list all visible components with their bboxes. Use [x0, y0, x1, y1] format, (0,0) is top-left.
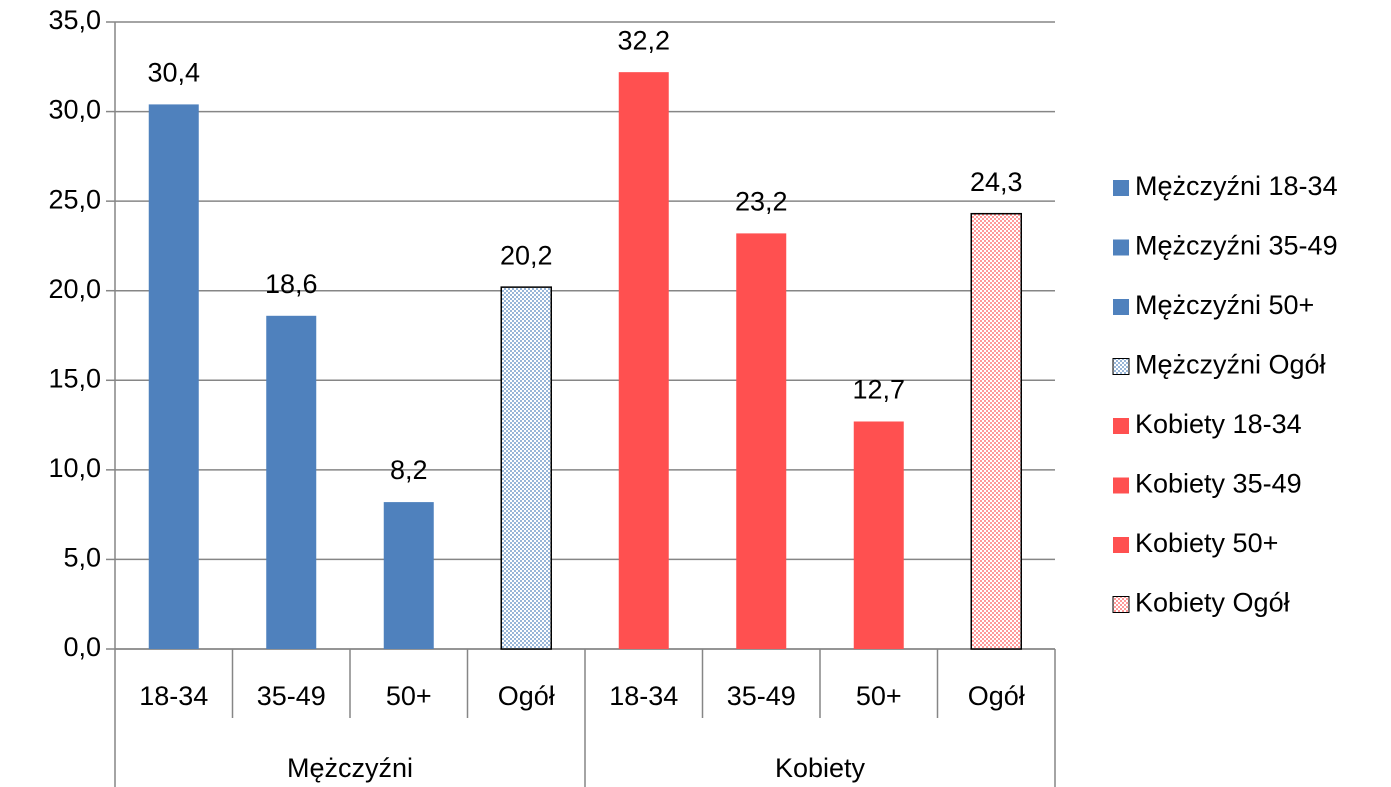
- data-label: 30,4: [147, 58, 200, 88]
- x-tick-label: 18-34: [609, 681, 678, 711]
- legend-label: Mężczyźni Ogół: [1135, 350, 1326, 380]
- legend-label: Kobiety 18-34: [1135, 409, 1302, 439]
- bar: [266, 315, 317, 649]
- data-label: 20,2: [500, 240, 553, 270]
- y-tick-label: 15,0: [48, 363, 101, 393]
- x-tick-label: 50+: [856, 681, 902, 711]
- legend-swatch: [1112, 596, 1130, 613]
- x-tick-label: Ogół: [498, 681, 555, 711]
- group-label: Kobiety: [775, 753, 866, 783]
- x-tick-label: Ogół: [968, 681, 1025, 711]
- legend-label: Mężczyźni 50+: [1135, 290, 1314, 320]
- y-tick-label: 0,0: [63, 632, 101, 662]
- data-label: 18,6: [265, 269, 318, 299]
- legend-label: Mężczyźni 35-49: [1135, 231, 1338, 261]
- data-label: 24,3: [970, 167, 1023, 197]
- legend-swatch: [1113, 477, 1129, 494]
- legend-swatch: [1113, 537, 1129, 553]
- legend-label: Kobiety Ogół: [1135, 588, 1290, 618]
- bar: [853, 421, 904, 649]
- data-label: 32,2: [617, 25, 670, 55]
- bar: [383, 502, 434, 649]
- legend-swatch: [1113, 180, 1129, 196]
- legend-swatch: [1113, 239, 1129, 256]
- y-tick-label: 10,0: [48, 453, 101, 483]
- bar: [970, 212, 1022, 650]
- bar: [500, 286, 552, 650]
- y-tick-label: 25,0: [48, 184, 101, 214]
- legend-swatch: [1113, 418, 1129, 434]
- x-tick-label: 50+: [386, 681, 432, 711]
- x-tick-label: 35-49: [257, 681, 326, 711]
- bar: [148, 104, 199, 650]
- x-tick-label: 35-49: [727, 681, 796, 711]
- legend-label: Kobiety 35-49: [1135, 469, 1302, 499]
- group-label: Mężczyźni: [287, 753, 413, 783]
- legend-label: Kobiety 50+: [1135, 528, 1278, 558]
- bar: [736, 233, 787, 650]
- y-tick-label: 35,0: [48, 5, 101, 35]
- legend-label: Mężczyźni 18-34: [1135, 171, 1338, 201]
- legend-swatch: [1113, 299, 1129, 315]
- y-tick-label: 5,0: [63, 543, 101, 573]
- legend-swatch: [1112, 358, 1130, 375]
- y-tick-label: 30,0: [48, 95, 101, 125]
- data-label: 23,2: [735, 187, 788, 217]
- x-tick-label: 18-34: [139, 681, 208, 711]
- data-label: 12,7: [852, 375, 905, 405]
- y-tick-label: 20,0: [48, 274, 101, 304]
- data-label: 8,2: [390, 455, 428, 485]
- bar: [618, 72, 669, 649]
